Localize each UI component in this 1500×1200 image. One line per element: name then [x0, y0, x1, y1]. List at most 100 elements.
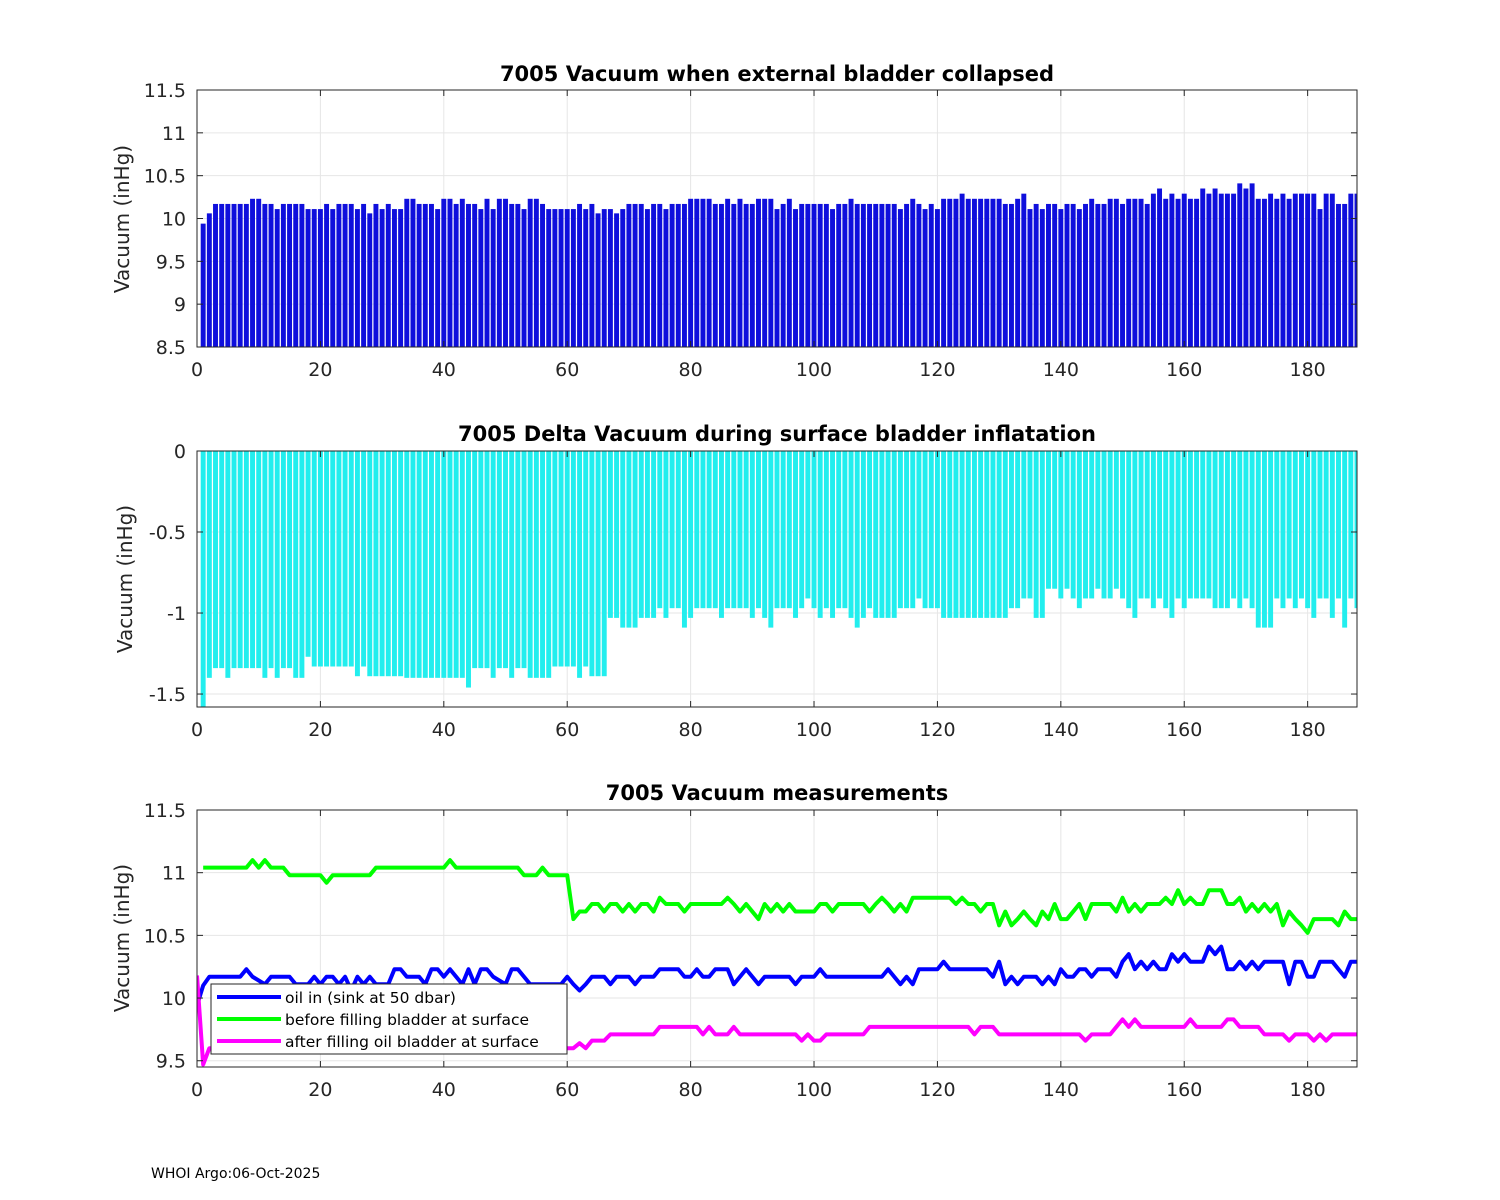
collapsed-bar — [842, 203, 848, 347]
collapsed-bar — [564, 209, 570, 347]
delta-bar — [620, 451, 626, 628]
footer-credit: WHOI Argo:06-Oct-2025 — [151, 1166, 321, 1182]
delta-bar — [817, 451, 823, 618]
collapsed-bar — [1206, 193, 1212, 347]
collapsed-bar — [1113, 198, 1119, 347]
collapsed-bar — [1083, 203, 1088, 347]
collapsed-bar — [694, 198, 700, 347]
delta-bar — [1336, 451, 1341, 599]
collapsed-bar — [231, 203, 237, 347]
collapsed-bar — [373, 203, 379, 347]
collapsed-bar — [805, 203, 811, 347]
delta-bar — [922, 451, 928, 609]
measure-x-tick-label: 0 — [191, 1079, 203, 1101]
collapsed-x-tick-label: 60 — [555, 359, 579, 381]
delta-bar — [416, 451, 422, 678]
delta-bar — [429, 451, 434, 678]
delta-bar — [577, 451, 583, 678]
delta-plot-layer: 0 20 40 60 80 100 120 140 160 180 -1.5 -1 -0.5 0 — [149, 441, 1421, 741]
before-series-line — [203, 858, 1357, 935]
delta-bar — [1218, 451, 1224, 609]
delta-bar — [971, 451, 977, 618]
delta-bar — [885, 451, 891, 618]
before-legend-label: before filling bladder at surface — [285, 1011, 529, 1029]
collapsed-bar — [416, 203, 422, 347]
delta-bar — [1175, 451, 1181, 599]
delta-bar — [540, 451, 545, 678]
delta-bar — [793, 451, 798, 618]
collapsed-bar — [1187, 198, 1193, 347]
collapsed-bar — [472, 203, 478, 347]
delta-bar — [1329, 451, 1335, 618]
delta-bar — [768, 451, 774, 628]
collapsed-bar — [793, 209, 798, 347]
measure-x-tick-label: 80 — [679, 1079, 703, 1101]
collapsed-bar — [1009, 203, 1014, 347]
collapsed-bar — [1231, 193, 1237, 347]
collapsed-y-tick-label: 8.5 — [156, 337, 186, 359]
delta-bar — [1058, 451, 1064, 599]
collapsed-x-tick-label: 160 — [1166, 359, 1202, 381]
delta-bar — [1416, 451, 1421, 598]
delta-bar — [274, 451, 280, 678]
delta-bar — [219, 451, 225, 669]
delta-vacuum-title: 7005 Delta Vacuum during surface bladder… — [458, 422, 1096, 446]
collapsed-bar — [1200, 188, 1206, 347]
delta-bar — [879, 451, 885, 618]
delta-bar — [805, 451, 811, 599]
measure-x-tick-label: 140 — [1043, 1079, 1079, 1101]
delta-bar — [558, 451, 564, 667]
collapsed-bar — [675, 203, 681, 347]
delta-bar — [367, 451, 373, 677]
measure-x-tick-label: 120 — [919, 1079, 955, 1101]
collapsed-bar — [1169, 193, 1175, 347]
delta-bar — [984, 451, 990, 618]
collapsed-bar — [1292, 193, 1298, 347]
collapsed-bar — [774, 209, 780, 347]
delta-bar — [1268, 451, 1274, 628]
delta-vacuum-chart: 0 20 40 60 80 100 120 140 160 180 -1.5 -1 -0.5 0 7005 … — [113, 422, 1421, 741]
delta-bar — [848, 451, 854, 618]
collapsed-bar — [749, 203, 755, 347]
collapsed-bar — [206, 213, 212, 347]
collapsed-bar — [1286, 198, 1292, 347]
delta-bar — [1157, 451, 1163, 599]
delta-bar — [700, 451, 706, 609]
collapsed-bar — [860, 203, 866, 347]
delta-bar — [786, 451, 792, 609]
collapsed-bar — [1033, 203, 1039, 347]
collapsed-bar — [274, 209, 280, 347]
collapsed-bar — [928, 203, 934, 347]
collapsed-bar — [496, 198, 502, 347]
measure-x-tick-label: 20 — [308, 1079, 332, 1101]
collapsed-bar — [1274, 198, 1280, 347]
collapsed-bar — [1157, 188, 1163, 347]
delta-bar — [1046, 451, 1051, 589]
delta-bar — [1385, 451, 1390, 608]
collapsed-bar — [1323, 193, 1329, 347]
delta-bar — [570, 451, 576, 667]
delta-bar — [1120, 451, 1125, 599]
collapsed-bar — [891, 203, 897, 347]
delta-x-tick-label: 60 — [555, 719, 579, 741]
measure-y-tick-label: 9.5 — [156, 1051, 186, 1073]
collapsed-bar — [1058, 209, 1064, 347]
delta-bar — [1126, 451, 1132, 609]
delta-bar — [1404, 451, 1409, 598]
delta-bar — [225, 451, 231, 678]
delta-bar — [669, 451, 675, 609]
collapsed-x-tick-label: 20 — [308, 359, 332, 381]
delta-bar — [1367, 451, 1372, 598]
delta-bar — [1373, 451, 1378, 608]
collapsed-bar — [762, 198, 768, 347]
delta-bar — [1002, 451, 1008, 618]
collapsed-bar — [385, 203, 391, 347]
collapsed-bar — [1367, 199, 1372, 347]
delta-bar — [607, 451, 613, 618]
delta-bar — [737, 451, 743, 609]
delta-bar — [435, 451, 441, 678]
collapsed-bar — [521, 209, 527, 347]
delta-bar — [490, 451, 496, 678]
collapsed-bar — [422, 203, 428, 347]
